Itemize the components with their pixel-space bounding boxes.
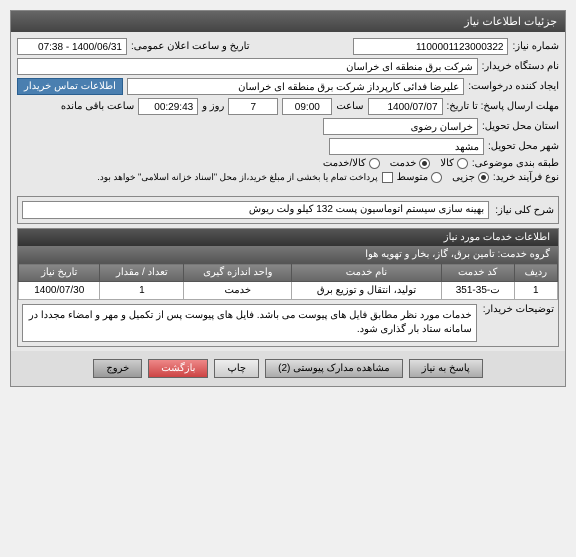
panel-title: جزئیات اطلاعات نیاز (11, 11, 565, 32)
category-group: کالا خدمت کالا/خدمت (323, 158, 468, 169)
radio-medium[interactable]: متوسط (397, 172, 442, 183)
days-label: روز و (202, 101, 224, 112)
radio-both[interactable]: کالا/خدمت (323, 158, 380, 169)
button-bar: پاسخ به نیاز مشاهده مدارک پیوستی (2) چاپ… (11, 351, 565, 386)
desc-panel: شرح کلی نیاز: بهینه سازی سیستم اتوماسیون… (17, 196, 559, 224)
th-qty: تعداد / مقدار (100, 264, 184, 282)
th-name: نام خدمت (292, 264, 441, 282)
contact-button[interactable]: اطلاعات تماس خریدار (17, 78, 123, 95)
table-row: 1 ت-35-351 تولید، انتقال و توزیع برق خدم… (19, 282, 558, 300)
days-field: 7 (228, 98, 278, 115)
announce-label: تاریخ و ساعت اعلان عمومی: (131, 41, 250, 52)
province-field: خراسان رضوی (323, 118, 478, 135)
city-label: شهر محل تحویل: (488, 141, 559, 152)
deadline-date-field: 1400/07/07 (368, 98, 443, 115)
respond-button[interactable]: پاسخ به نیاز (409, 359, 483, 378)
province-label: استان محل تحویل: (482, 121, 559, 132)
deadline-label: مهلت ارسال پاسخ: تا تاریخ: (447, 101, 559, 112)
requester-label: ایجاد کننده درخواست: (468, 81, 559, 92)
category-label: طبقه بندی موضوعی: (472, 158, 559, 169)
services-panel: اطلاعات خدمات مورد نیاز گروه خدمت: تامین… (17, 228, 559, 347)
announce-field: 1400/06/31 - 07:38 (17, 38, 127, 55)
process-label: نوع فرآیند خرید: (493, 172, 559, 183)
process-group: جزیی متوسط (397, 172, 489, 183)
buyer-field: شرکت برق منطقه ای خراسان (17, 58, 478, 75)
radio-goods[interactable]: کالا (440, 158, 468, 169)
requester-field: علیرضا فدائی کارپرداز شرکت برق منطقه ای … (127, 78, 464, 95)
remaining-label: ساعت باقی مانده (61, 101, 134, 112)
th-row: ردیف (514, 264, 557, 282)
exit-button[interactable]: خروج (93, 359, 142, 378)
desc-label: شرح کلی نیاز: (495, 205, 554, 216)
notes-label: توضیحات خریدار: (483, 304, 554, 342)
th-code: کد خدمت (441, 264, 514, 282)
main-panel: جزئیات اطلاعات نیاز شماره نیاز: 11000011… (10, 10, 566, 387)
process-note: پرداخت تمام یا بخشی از مبلغ خرید،از محل … (97, 172, 377, 183)
back-button[interactable]: بازگشت (148, 359, 208, 378)
form-area: شماره نیاز: 1100001123000322 تاریخ و ساع… (11, 32, 565, 192)
deadline-time-field: 09:00 (282, 98, 332, 115)
desc-field: بهینه سازی سیستم اتوماسیون پست 132 کیلو … (22, 201, 489, 219)
time-label-1: ساعت (336, 101, 363, 112)
need-no-field: 1100001123000322 (353, 38, 508, 55)
city-field: مشهد (329, 138, 484, 155)
group-bar: گروه خدمت: تامین برق، گاز، بخار و تهویه … (18, 246, 558, 263)
buyer-label: نام دستگاه خریدار: (482, 61, 559, 72)
radio-partial[interactable]: جزیی (452, 172, 489, 183)
services-table: ردیف کد خدمت نام خدمت واحد اندازه گیری ت… (18, 263, 558, 300)
th-unit: واحد اندازه گیری (184, 264, 292, 282)
th-date: تاریخ نیاز (19, 264, 100, 282)
notes-field: خدمات مورد نظر مطابق فایل های پیوست می ب… (22, 304, 477, 342)
services-title: اطلاعات خدمات مورد نیاز (18, 229, 558, 246)
radio-service[interactable]: خدمت (390, 158, 431, 169)
payment-checkbox[interactable] (382, 172, 393, 183)
print-button[interactable]: چاپ (214, 359, 259, 378)
remaining-field: 00:29:43 (138, 98, 198, 115)
attachments-button[interactable]: مشاهده مدارک پیوستی (2) (265, 359, 403, 378)
need-no-label: شماره نیاز: (512, 41, 559, 52)
